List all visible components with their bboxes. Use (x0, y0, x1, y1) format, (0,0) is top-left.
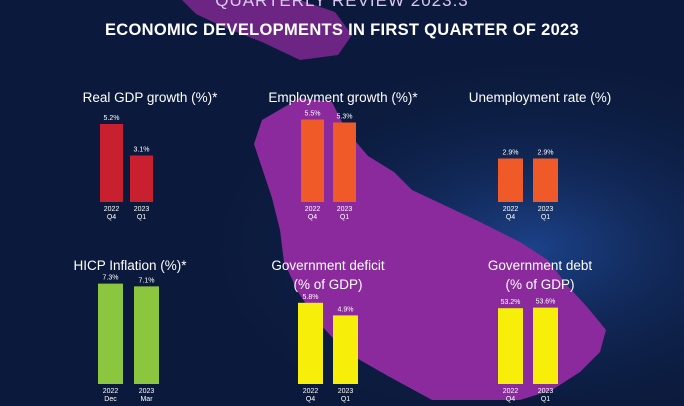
x-tick-label: Q4 (308, 214, 317, 221)
chart-panel-debt: Government debt (% of GDP) 53.2% 2022 Q4 53.6… (430, 256, 650, 406)
bar-2022-q4 (301, 119, 324, 202)
chart-panel-unemployment: Unemployment rate (%) 2.9% 2022 Q4 2.9% 2023 Q… (430, 88, 650, 228)
value-label: 2.9% (503, 150, 519, 157)
x-tick-label: 2023 (134, 206, 150, 213)
chart-title: HICP Inflation (%)* (73, 258, 187, 273)
x-tick-label: 2023 (538, 206, 554, 213)
bar-2022-q4 (100, 124, 123, 202)
x-tick-label: 2022 (103, 388, 119, 395)
x-tick-label: 2023 (139, 388, 155, 395)
chart-title: Employment growth (%)* (268, 90, 418, 105)
bar-2022-dec (98, 283, 123, 384)
chart-panel-deficit: Government deficit (% of GDP) 5.8% 2022 Q4 4.… (228, 256, 428, 406)
chart-title: Government debt (% of GDP) (487, 258, 593, 292)
value-label: 3.1% (134, 147, 150, 154)
value-label: 5.3% (337, 114, 353, 121)
x-tick-label: 2023 (337, 206, 353, 213)
bar-2023-q1 (533, 307, 558, 384)
chart-title: Government deficit (% of GDP) (271, 258, 385, 292)
x-tick-label: 2022 (303, 388, 319, 395)
value-label: 2.9% (538, 150, 554, 157)
x-tick-label: Q1 (137, 214, 146, 221)
bar-2023-mar (134, 286, 159, 384)
main-title: ECONOMIC DEVELOPMENTS IN FIRST QUARTER O… (104, 21, 580, 39)
chart-panel-gdp: Real GDP growth (%)* 5.2% 2022 Q4 3.1% 2023 Q1 (50, 88, 250, 228)
x-tick-label: Q4 (506, 214, 515, 221)
chart-panel-hicp: HICP Inflation (%)* 7.3% 2022 Dec 7.1% 2023 Ma… (30, 256, 230, 406)
value-label: 53.2% (501, 299, 521, 306)
chart-title: Unemployment rate (%) (468, 90, 612, 105)
gozo-island-shape (182, 0, 352, 60)
bar-2022-q4 (498, 158, 523, 202)
bar-2022-q4 (298, 302, 323, 384)
value-label: 5.2% (104, 115, 120, 122)
bar-2023-q1 (333, 315, 358, 384)
x-tick-label: 2023 (538, 388, 554, 395)
value-label: 5.8% (303, 294, 319, 301)
bar-2023-q1 (130, 155, 153, 202)
x-tick-label: 2022 (104, 206, 120, 213)
supertitle: QUARTERLY REVIEW 2023:3 (215, 0, 469, 10)
bar-2022-q4 (498, 308, 523, 384)
bar-2023-q1 (533, 158, 558, 202)
bar-2023-q1 (333, 122, 356, 202)
chart-title: Real GDP growth (%)* (82, 90, 218, 105)
x-tick-label: 2022 (503, 206, 519, 213)
value-label: 4.9% (338, 306, 354, 313)
x-tick-label: 2022 (305, 206, 321, 213)
x-tick-label: Q1 (340, 214, 349, 221)
value-label: 53.6% (536, 299, 556, 306)
x-tick-label: Q4 (107, 214, 116, 221)
value-label: 7.3% (103, 275, 119, 282)
x-tick-label: 2023 (338, 388, 354, 395)
value-label: 7.1% (139, 277, 155, 284)
value-label: 5.5% (305, 111, 321, 118)
x-tick-label: Q1 (541, 214, 550, 221)
chart-panel-employment: Employment growth (%)* 5.5% 2022 Q4 5.3% 2023… (243, 88, 443, 228)
x-tick-label: 2022 (503, 388, 519, 395)
